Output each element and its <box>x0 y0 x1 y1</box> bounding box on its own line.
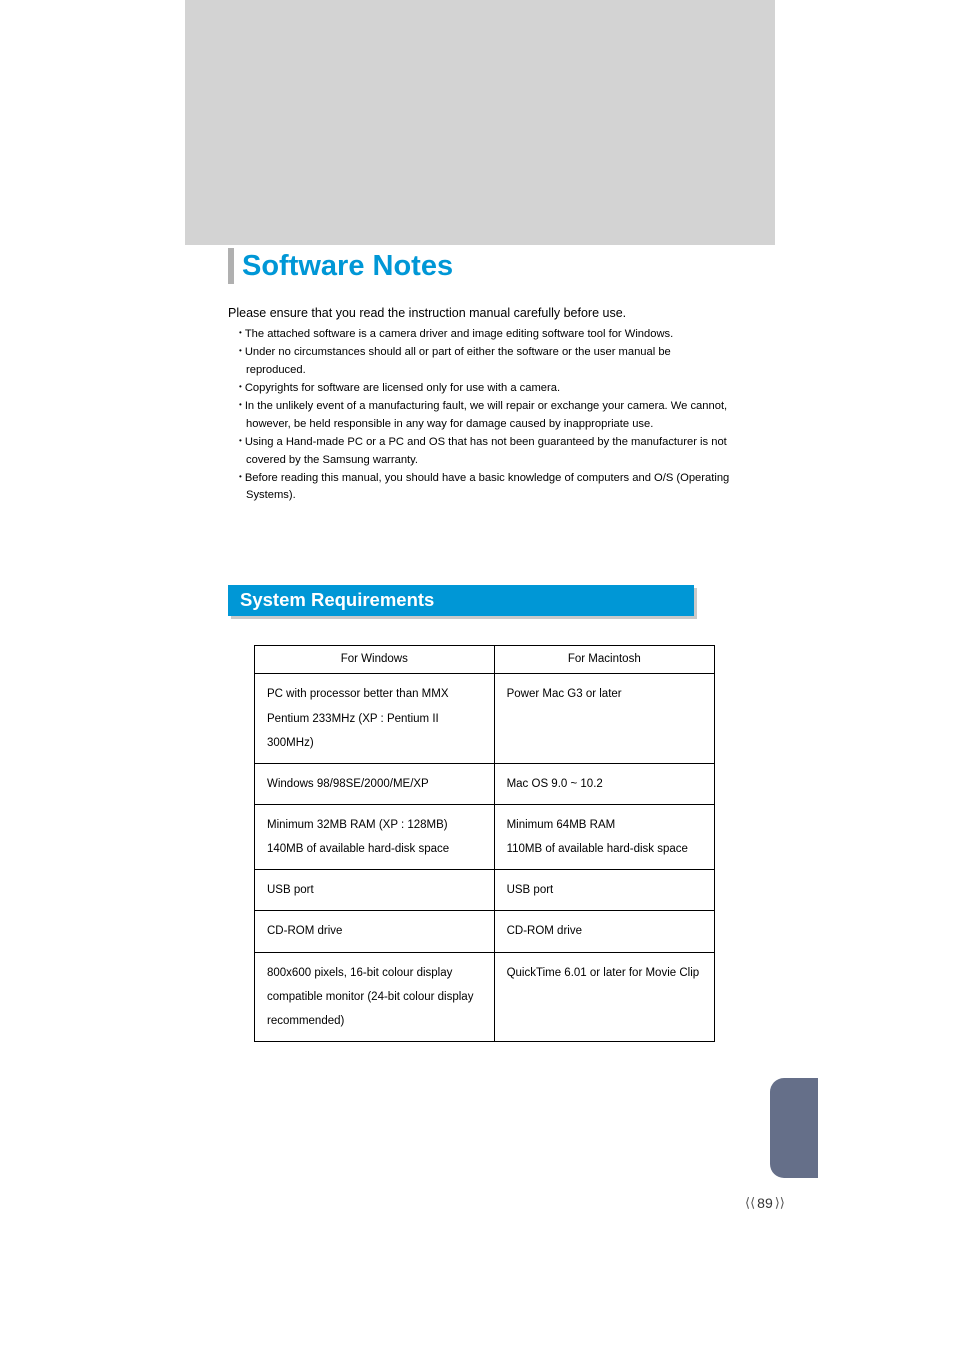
title-bar: Software Notes <box>228 248 733 284</box>
table-cell: CD-ROM drive <box>494 911 714 952</box>
table-cell: Mac OS 9.0 ~ 10.2 <box>494 763 714 804</box>
table-row: Windows 98/98SE/2000/ME/XP Mac OS 9.0 ~ … <box>255 763 715 804</box>
table-cell: Power Mac G3 or later <box>494 674 714 763</box>
page-title: Software Notes <box>242 250 453 283</box>
bullet-text: Using a Hand-made PC or a PC and OS that… <box>245 436 727 465</box>
bracket-left-icon: ⟨⟨ <box>745 1195 755 1211</box>
section-bar-main: System Requirements <box>228 585 694 616</box>
bullet-item: •Before reading this manual, you should … <box>239 470 733 505</box>
bullet-text: Copyrights for software are licensed onl… <box>245 382 560 394</box>
section-heading-text: System Requirements <box>240 589 434 611</box>
bullet-item: •In the unlikely event of a manufacturin… <box>239 398 733 433</box>
table-row: USB port USB port <box>255 870 715 911</box>
table-row: CD-ROM drive CD-ROM drive <box>255 911 715 952</box>
table-row: 800x600 pixels, 16-bit colour displaycom… <box>255 952 715 1041</box>
bullet-item: •Using a Hand-made PC or a PC and OS tha… <box>239 434 733 469</box>
table-cell: 800x600 pixels, 16-bit colour displaycom… <box>255 952 495 1041</box>
bullet-list: •The attached software is a camera drive… <box>228 326 733 505</box>
bullet-text: Before reading this manual, you should h… <box>245 472 729 501</box>
bullet-item: •The attached software is a camera drive… <box>239 326 733 343</box>
content-area: Software Notes Please ensure that you re… <box>228 248 733 1042</box>
table-cell: Minimum 32MB RAM (XP : 128MB)140MB of av… <box>255 804 495 869</box>
title-accent-bar <box>228 248 234 284</box>
bullet-item: •Under no circumstances should all or pa… <box>239 344 733 379</box>
side-tab <box>770 1078 818 1178</box>
table-row: PC with processor better than MMXPentium… <box>255 674 715 763</box>
table-cell: USB port <box>494 870 714 911</box>
section-heading-bar: System Requirements <box>228 585 697 619</box>
table-cell: PC with processor better than MMXPentium… <box>255 674 495 763</box>
system-requirements-table: For Windows For Macintosh PC with proces… <box>254 645 715 1042</box>
table-row: Minimum 32MB RAM (XP : 128MB)140MB of av… <box>255 804 715 869</box>
top-grey-band <box>185 0 775 245</box>
intro-text: Please ensure that you read the instruct… <box>228 306 733 320</box>
table-header-windows: For Windows <box>255 645 495 674</box>
bullet-item: •Copyrights for software are licensed on… <box>239 380 733 397</box>
table-cell: Windows 98/98SE/2000/ME/XP <box>255 763 495 804</box>
bullet-text: Under no circumstances should all or par… <box>245 346 671 375</box>
table-cell: Minimum 64MB RAM110MB of available hard-… <box>494 804 714 869</box>
table-header-row: For Windows For Macintosh <box>255 645 715 674</box>
table-cell: QuickTime 6.01 or later for Movie Clip <box>494 952 714 1041</box>
page-number: ⟨⟨ 89 ⟩⟩ <box>745 1195 785 1211</box>
page-number-value: 89 <box>757 1195 773 1211</box>
table-header-macintosh: For Macintosh <box>494 645 714 674</box>
bracket-right-icon: ⟩⟩ <box>775 1195 785 1211</box>
table-cell: USB port <box>255 870 495 911</box>
bullet-text: In the unlikely event of a manufacturing… <box>245 400 727 429</box>
bullet-text: The attached software is a camera driver… <box>245 328 673 340</box>
table-cell: CD-ROM drive <box>255 911 495 952</box>
